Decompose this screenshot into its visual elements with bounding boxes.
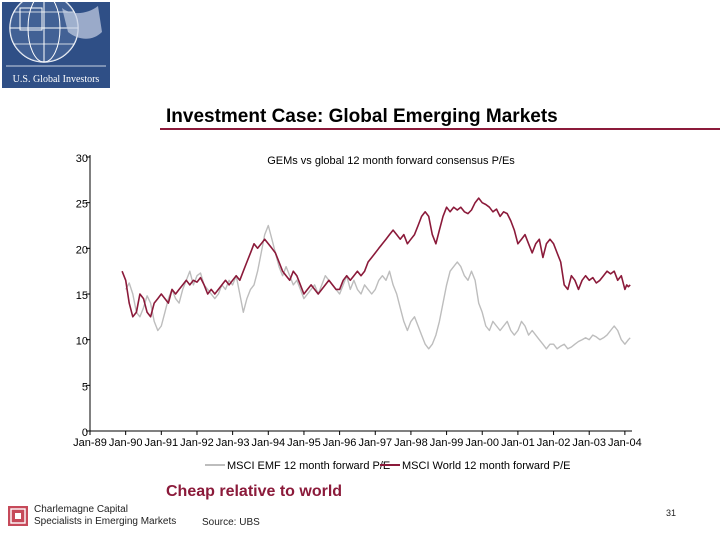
source-note: Source: UBS bbox=[202, 517, 260, 528]
x-tick-label: Jan-94 bbox=[251, 437, 285, 449]
x-tick-label: Jan-04 bbox=[608, 437, 642, 449]
x-tick-label: Jan-97 bbox=[358, 437, 392, 449]
legend-label-msci-emf: MSCI EMF 12 month forward P/E bbox=[227, 460, 390, 472]
y-tick-label: 10 bbox=[76, 336, 88, 348]
brand-block: Charlemagne Capital Specialists in Emerg… bbox=[34, 504, 176, 528]
series-line-msci-world bbox=[121, 197, 631, 318]
x-tick-label: Jan-89 bbox=[73, 437, 107, 449]
x-tick-label: Jan-03 bbox=[572, 437, 606, 449]
legend-label-msci-world: MSCI World 12 month forward P/E bbox=[402, 460, 571, 472]
charlemagne-logo-icon bbox=[8, 506, 28, 526]
brand-tagline: Specialists in Emerging Markets bbox=[34, 516, 177, 527]
brand-name: Charlemagne Capital bbox=[34, 504, 128, 515]
globe-icon bbox=[6, 2, 106, 67]
page-number: 31 bbox=[666, 508, 677, 518]
chart-title: GEMs vs global 12 month forward consensu… bbox=[267, 155, 515, 167]
y-tick-label: 25 bbox=[76, 199, 88, 211]
logo-text: U.S. Global Investors bbox=[12, 74, 100, 85]
x-tick-label: Jan-02 bbox=[537, 437, 571, 449]
x-tick-label: Jan-96 bbox=[323, 437, 357, 449]
x-tick-label: Jan-95 bbox=[287, 437, 321, 449]
x-tick-label: Jan-01 bbox=[501, 437, 535, 449]
x-tick-label: Jan-99 bbox=[430, 437, 464, 449]
x-tick-label: Jan-93 bbox=[216, 437, 250, 449]
x-tick-label: Jan-98 bbox=[394, 437, 428, 449]
conclusion-text: Cheap relative to world bbox=[166, 483, 343, 500]
y-tick-label: 20 bbox=[76, 244, 88, 256]
y-tick-label: 30 bbox=[76, 153, 88, 165]
x-tick-label: Jan-92 bbox=[180, 437, 214, 449]
y-tick-label: 0 bbox=[82, 427, 88, 439]
company-logo: U.S. Global Investors bbox=[2, 2, 110, 88]
x-tick-label: Jan-00 bbox=[465, 437, 499, 449]
y-tick-label: 5 bbox=[82, 381, 88, 393]
y-tick-label: 15 bbox=[76, 290, 88, 302]
page-title: Investment Case: Global Emerging Markets bbox=[166, 106, 558, 127]
title-underline bbox=[160, 128, 720, 130]
x-tick-label: Jan-91 bbox=[144, 437, 178, 449]
x-tick-label: Jan-90 bbox=[109, 437, 143, 449]
pe-line-chart: GEMs vs global 12 month forward consensu… bbox=[73, 153, 642, 472]
series-line-msci-emf bbox=[125, 224, 631, 350]
